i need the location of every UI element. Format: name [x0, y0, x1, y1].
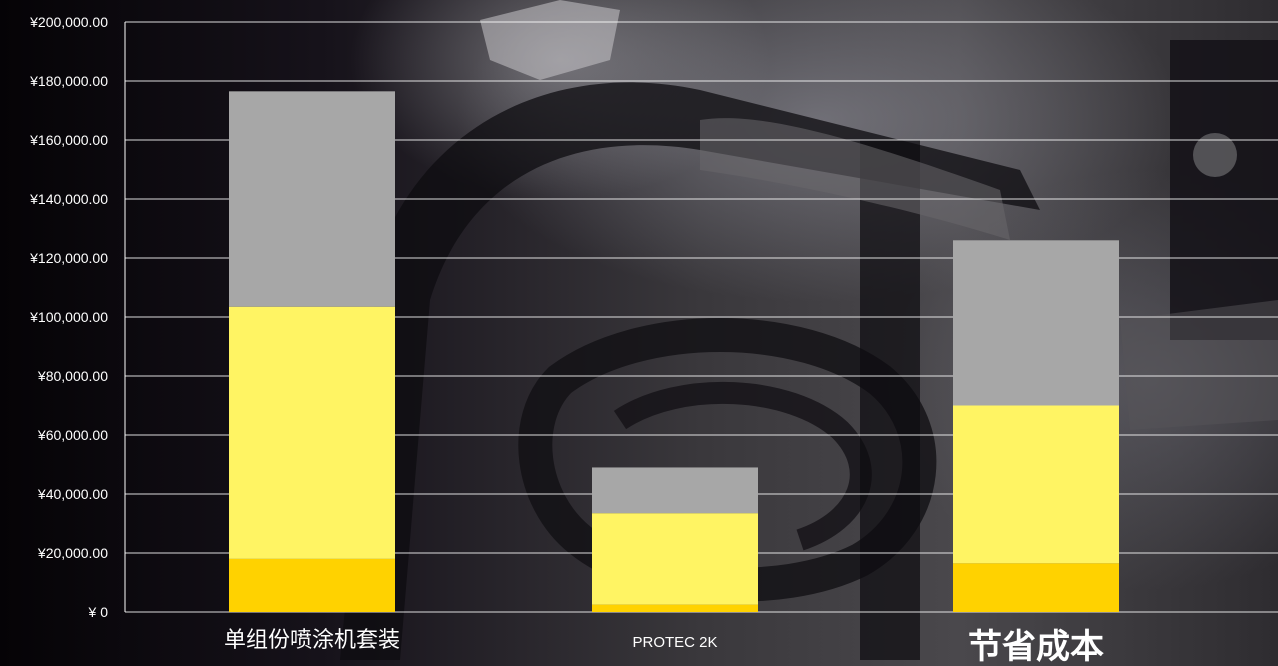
x-category-label: 单组份喷涂机套装 — [224, 627, 400, 652]
bar-segment — [229, 558, 395, 612]
bar-segment — [592, 513, 758, 605]
bar-segment — [953, 563, 1119, 612]
y-tick-label: ¥ 0 — [88, 604, 109, 620]
y-tick-label: ¥120,000.00 — [29, 250, 108, 266]
y-tick-label: ¥160,000.00 — [29, 132, 108, 148]
bar-segment — [953, 240, 1119, 406]
bar-segment — [592, 467, 758, 514]
y-tick-label: ¥200,000.00 — [29, 14, 108, 30]
y-tick-label: ¥140,000.00 — [29, 191, 108, 207]
x-category-label: 节省成本 — [968, 628, 1104, 666]
y-tick-label: ¥40,000.00 — [37, 486, 108, 502]
y-tick-label: ¥80,000.00 — [37, 368, 108, 384]
y-tick-label: ¥180,000.00 — [29, 73, 108, 89]
y-tick-label: ¥20,000.00 — [37, 545, 108, 561]
bar-segment — [229, 91, 395, 307]
bar-segment — [953, 405, 1119, 564]
y-axis: ¥ 0 ¥20,000.00 ¥40,000.00 ¥60,000.00 ¥80,000… — [29, 14, 126, 620]
bars — [229, 91, 1119, 612]
bar-segment — [592, 604, 758, 612]
y-tick-label: ¥100,000.00 — [29, 309, 108, 325]
x-category-label: PROTEC 2K — [632, 634, 717, 651]
x-axis: 单组份喷涂机套装 PROTEC 2K 节省成本 — [224, 627, 1104, 666]
y-tick-label: ¥60,000.00 — [37, 427, 108, 443]
bar-segment — [229, 306, 395, 559]
